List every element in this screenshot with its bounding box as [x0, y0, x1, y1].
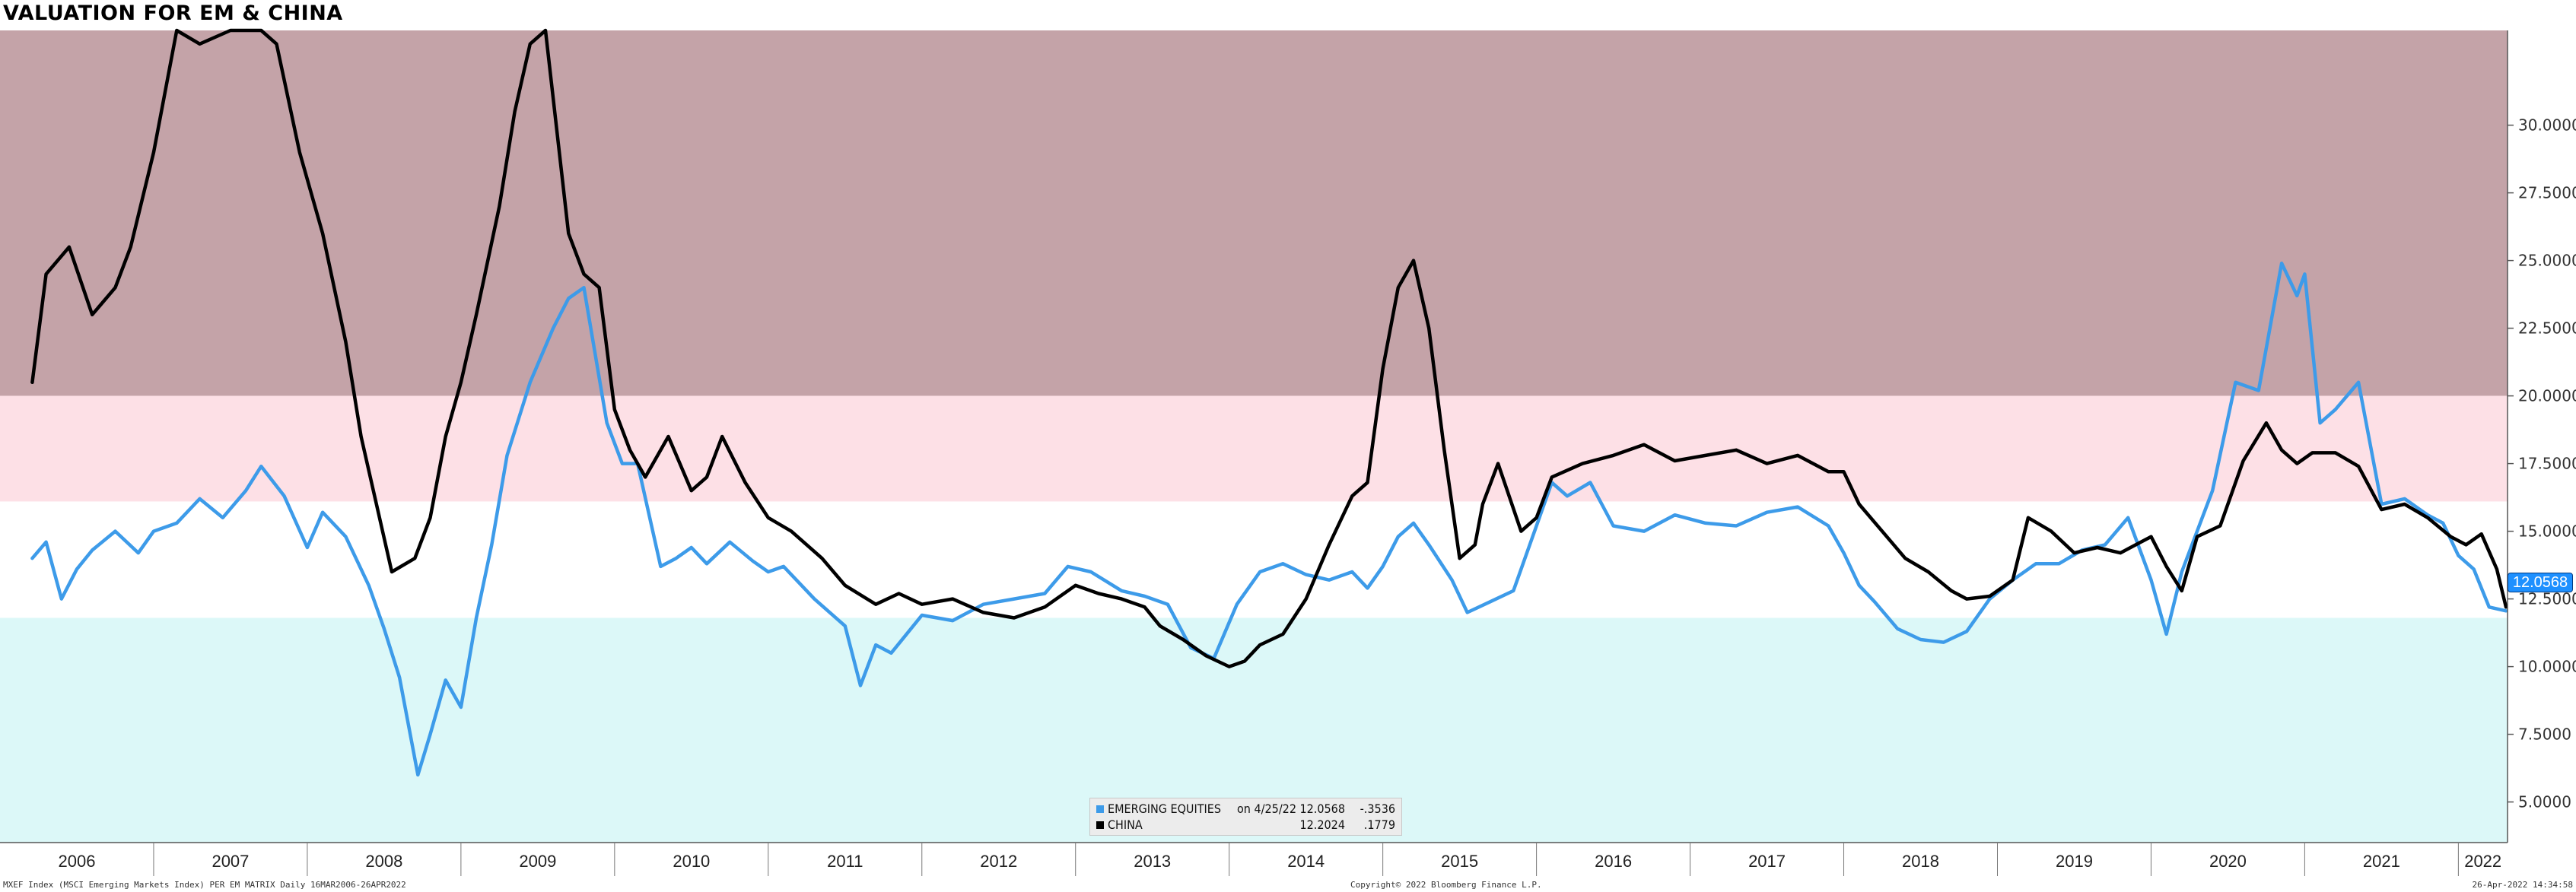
band-high	[0, 30, 2508, 396]
x-tick-label: 2014	[1287, 852, 1325, 871]
y-tick-label: 12.5000	[2518, 590, 2576, 608]
x-tick-label: 2018	[1902, 852, 1939, 871]
x-tick-label: 2015	[1441, 852, 1478, 871]
y-tick-label: 5.0000	[2518, 793, 2571, 811]
x-tick-label: 2006	[59, 852, 96, 871]
legend-last-value: 12.0568	[1299, 802, 1345, 816]
y-tick-label: 15.0000	[2518, 522, 2576, 541]
y-tick-label: 10.0000	[2518, 658, 2576, 676]
x-tick-label: 2016	[1595, 852, 1632, 871]
y-tick-label: 27.5000	[2518, 184, 2576, 202]
y-tick-label: 25.0000	[2518, 252, 2576, 270]
legend-change: -.3536	[1360, 802, 1395, 816]
valuation-bands	[0, 30, 2508, 843]
x-tick-label: 2021	[2363, 852, 2400, 871]
china-line	[30, 28, 2508, 668]
x-tick-label: 2012	[980, 852, 1017, 871]
legend-date: on 4/25/22	[1237, 802, 1296, 816]
legend: EMERGING EQUITIES on 4/25/22 12.0568 -.3…	[1089, 798, 1402, 836]
series-lines	[30, 28, 2508, 777]
chart-title: VALUATION FOR EM & CHINA	[3, 2, 343, 25]
legend-item-em: EMERGING EQUITIES on 4/25/22 12.0568 -.3…	[1096, 801, 1395, 817]
y-tick-label: 22.5000	[2518, 319, 2576, 338]
x-tick-label: 2010	[673, 852, 710, 871]
x-tick-label: 2011	[827, 852, 863, 871]
legend-item-china: CHINA 12.2024 .1779	[1096, 817, 1395, 833]
axes: 5.0000 7.5000 10.0000 12.5000 15.0000 17.5000…	[0, 30, 2576, 876]
footer-source: MXEF Index (MSCI Emerging Markets Index)…	[3, 880, 406, 890]
legend-change: .1779	[1363, 817, 1395, 832]
footer-timestamp: 26-Apr-2022 14:34:58	[2472, 880, 2573, 890]
legend-label: CHINA	[1108, 817, 1143, 832]
emerging-equities-line	[30, 261, 2508, 777]
x-tick-label: 2017	[1748, 852, 1786, 871]
china-swatch	[1096, 821, 1104, 829]
y-tick-label: 30.0000	[2518, 116, 2576, 135]
x-tick-label: 2020	[2209, 852, 2247, 871]
x-tick-label: 2007	[211, 852, 249, 871]
last-value-badge: 12.0568	[2508, 573, 2573, 592]
x-tick-label: 2019	[2056, 852, 2093, 871]
em-swatch	[1096, 805, 1104, 813]
footer-copyright: Copyright© 2022 Bloomberg Finance L.P.	[1350, 880, 1542, 890]
band-elevated	[0, 395, 2508, 502]
legend-label: EMERGING EQUITIES	[1108, 802, 1221, 816]
y-tick-label: 17.5000	[2518, 455, 2576, 473]
x-tick-label: 2022	[2464, 852, 2501, 871]
x-tick-label: 2013	[1134, 852, 1171, 871]
y-tick-label: 7.5000	[2518, 725, 2571, 744]
y-tick-label: 20.0000	[2518, 387, 2576, 405]
x-tick-label: 2008	[365, 852, 402, 871]
legend-last-value: 12.2024	[1299, 817, 1345, 832]
x-tick-label: 2009	[519, 852, 556, 871]
